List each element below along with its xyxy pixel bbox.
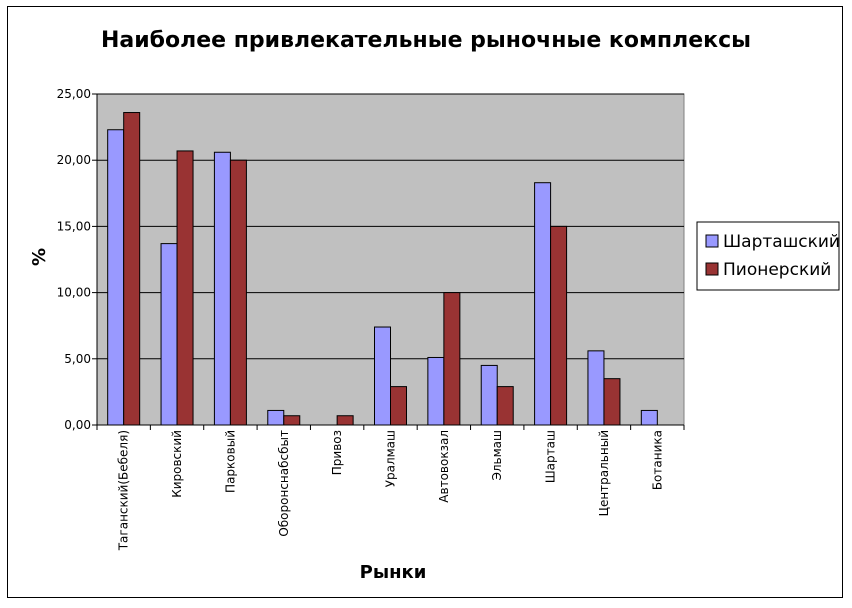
legend-label: Шарташский xyxy=(723,232,840,252)
bar xyxy=(374,326,391,426)
y-tick-label: 20,00 xyxy=(57,153,91,167)
x-tick-label: Привоз xyxy=(330,430,344,475)
bar xyxy=(229,159,247,426)
x-tick-label: Оборонснабсбыт xyxy=(277,430,291,537)
bar xyxy=(336,415,354,426)
legend-label: Пионерский xyxy=(723,260,831,280)
bar xyxy=(603,378,621,426)
bar xyxy=(496,386,514,426)
bar xyxy=(390,386,407,426)
bar xyxy=(107,129,125,426)
x-tick-label: Таганский(Бебеля) xyxy=(117,430,131,551)
bar xyxy=(640,409,658,426)
bar xyxy=(176,150,194,426)
bar xyxy=(267,409,285,426)
x-tick-label: Уралмаш xyxy=(384,430,398,487)
bar xyxy=(480,364,498,426)
bar xyxy=(443,292,461,426)
x-tick-label: Центральный xyxy=(597,430,611,516)
legend-swatch xyxy=(705,262,719,276)
x-tick-label: Шарташ xyxy=(544,430,558,483)
bar xyxy=(427,356,445,426)
x-tick-label: Кировский xyxy=(170,430,184,498)
y-tick-label: 25,00 xyxy=(57,87,91,101)
bar xyxy=(283,415,301,426)
bar xyxy=(160,243,178,426)
bar xyxy=(534,182,552,426)
x-tick-label: Ботаника xyxy=(650,430,664,490)
bar xyxy=(123,112,141,426)
y-tick-label: 15,00 xyxy=(57,219,91,233)
chart-title: Наиболее привлекательные рыночные компле… xyxy=(101,28,751,53)
x-tick-label: Эльмаш xyxy=(490,430,504,481)
legend: Шарташский Пионерский xyxy=(696,221,840,291)
x-tick-label: Автовокзал xyxy=(437,430,451,503)
chart-frame: Наиболее привлекательные рыночные компле… xyxy=(7,6,843,598)
y-tick-label: 5,00 xyxy=(64,352,91,366)
bar xyxy=(213,151,231,426)
x-tick-label: Парковый xyxy=(223,430,237,493)
y-tick-label: 10,00 xyxy=(57,286,91,300)
bar xyxy=(550,225,568,426)
legend-swatch xyxy=(705,234,719,248)
bar xyxy=(587,350,605,426)
x-axis-title: Рынки xyxy=(360,562,427,583)
y-tick-label: 0,00 xyxy=(64,418,91,432)
legend-box xyxy=(696,221,840,291)
y-axis-title: % xyxy=(29,248,50,266)
chart-canvas: Наиболее привлекательные рыночные компле… xyxy=(29,28,840,583)
